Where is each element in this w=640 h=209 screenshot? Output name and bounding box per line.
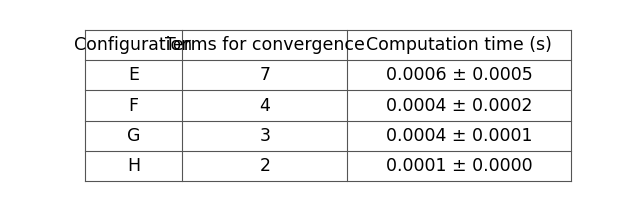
Text: H: H [127, 157, 140, 175]
Text: 0.0004 ± 0.0001: 0.0004 ± 0.0001 [386, 127, 532, 145]
Text: 7: 7 [259, 66, 270, 84]
Text: F: F [129, 97, 139, 115]
Text: 4: 4 [259, 97, 270, 115]
Text: 0.0001 ± 0.0000: 0.0001 ± 0.0000 [386, 157, 532, 175]
Text: 3: 3 [259, 127, 270, 145]
Text: 0.0006 ± 0.0005: 0.0006 ± 0.0005 [386, 66, 532, 84]
Text: E: E [128, 66, 139, 84]
Text: 0.0004 ± 0.0002: 0.0004 ± 0.0002 [386, 97, 532, 115]
Text: Computation time (s): Computation time (s) [366, 36, 552, 54]
Text: 2: 2 [259, 157, 270, 175]
Text: Configuration: Configuration [74, 36, 193, 54]
Text: Terms for convergence: Terms for convergence [165, 36, 365, 54]
Text: G: G [127, 127, 140, 145]
